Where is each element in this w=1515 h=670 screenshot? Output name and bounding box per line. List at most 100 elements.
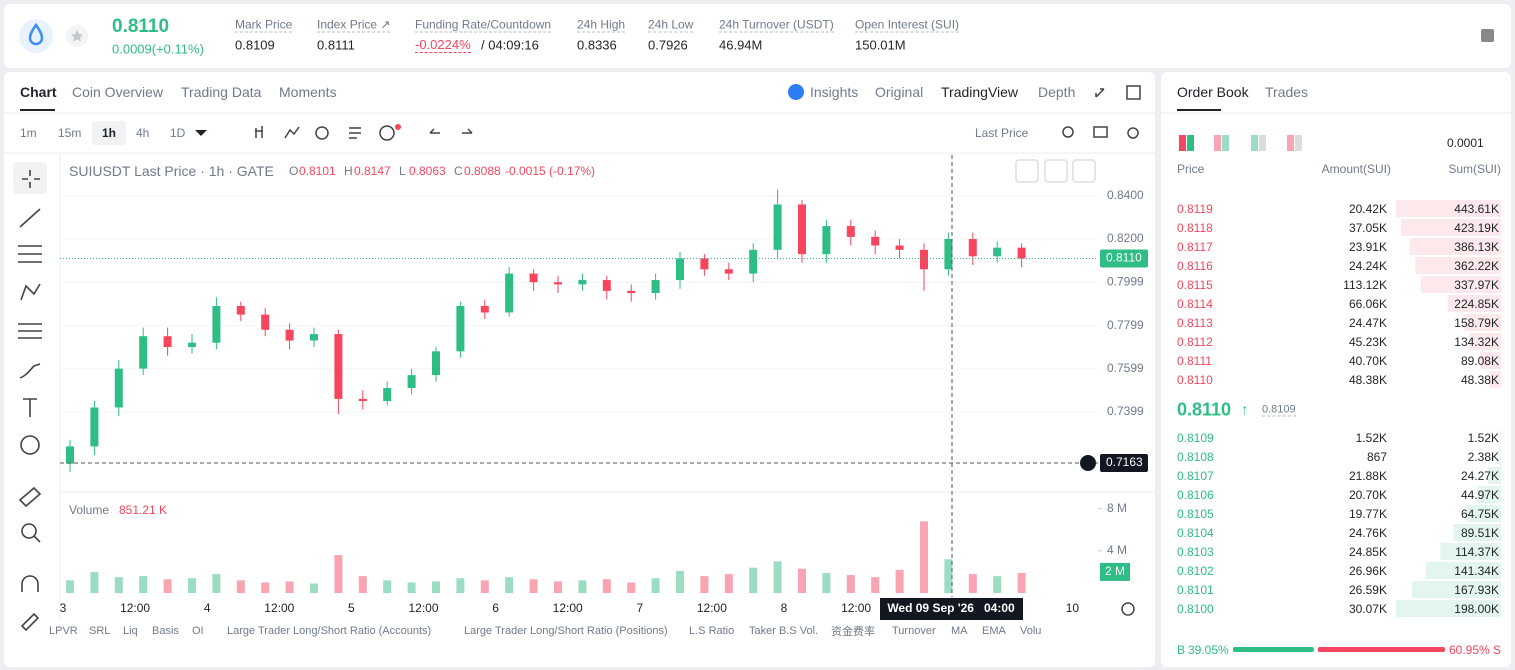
crosshair-time-tag (880, 598, 1023, 620)
ob-price[interactable]: 0.8115 (1177, 278, 1213, 292)
volume-tick-label: 4 M (1107, 543, 1127, 557)
candle-body (602, 280, 611, 291)
interval[interactable]: 1m (20, 126, 37, 140)
notes-icon[interactable] (1481, 29, 1494, 42)
indicator-tab[interactable]: MA (951, 625, 968, 637)
ob-tab[interactable]: Trades (1265, 84, 1309, 100)
indicator-tab[interactable]: Liq (123, 625, 138, 637)
indicator-tab[interactable]: Large Trader Long/Short Ratio (Positions… (464, 625, 668, 637)
indicator-tab[interactable]: SRL (89, 625, 111, 637)
depth-bar (1500, 429, 1501, 446)
stat-label[interactable]: Mark Price (235, 17, 293, 33)
candle-body (578, 280, 587, 285)
price-type[interactable]: Last Price (975, 126, 1029, 140)
ob-price[interactable]: 0.8103 (1177, 545, 1214, 559)
ob-price[interactable]: 0.8107 (1177, 469, 1214, 483)
tab[interactable]: Chart (20, 84, 57, 100)
volume-bar (676, 570, 684, 593)
view-tab[interactable]: Original (875, 84, 924, 100)
stat-label[interactable]: 24h Low (648, 17, 694, 33)
volume-bar (236, 580, 245, 593)
ob-price[interactable]: 0.8114 (1177, 297, 1213, 311)
depth-bar (1499, 448, 1501, 465)
stat-value: 0.8109 (235, 37, 275, 53)
indicator-tab[interactable]: 资金费率 (831, 626, 875, 638)
ob-price[interactable]: 0.8106 (1177, 488, 1214, 502)
ob-price[interactable]: 0.8100 (1177, 602, 1214, 616)
indicator-tab[interactable]: L.S Ratio (689, 625, 735, 637)
ob-price[interactable]: 0.8119 (1177, 202, 1213, 216)
ob-price[interactable]: 0.8117 (1177, 240, 1213, 254)
stat-label[interactable]: 24h High (577, 17, 626, 33)
tab[interactable]: Coin Overview (72, 84, 164, 100)
indicator-tab[interactable]: Turnover (892, 625, 936, 637)
stat-label[interactable]: Open Interest (SUI) (855, 17, 960, 33)
indicator-tab[interactable]: Basis (152, 625, 179, 637)
candle-body (554, 282, 562, 285)
ob-price[interactable]: 0.8102 (1177, 564, 1214, 578)
tab[interactable]: Trading Data (181, 84, 262, 100)
ob-sum: 167.93K (1454, 583, 1499, 597)
coin-logo[interactable] (28, 22, 44, 46)
volume-bar (871, 577, 880, 593)
coin-logo-bg (19, 19, 53, 53)
candle-body (627, 290, 636, 294)
ob-price[interactable]: 0.8104 (1177, 526, 1214, 540)
stat-label[interactable]: Funding Rate/Countdown (415, 17, 552, 33)
indicator-tab[interactable]: Volu (1020, 625, 1042, 637)
ohlc-value: 0.8101 (299, 164, 336, 178)
ob-sum: 114.37K (1455, 545, 1499, 559)
ob-price[interactable]: 0.8116 (1177, 259, 1213, 273)
indicator-tab[interactable]: LPVR (49, 625, 78, 637)
precision[interactable]: 0.0001 (1447, 136, 1484, 150)
ob-amount: 20.70K (1348, 488, 1387, 502)
interval[interactable]: 4h (136, 126, 150, 140)
stat-value: 0.8111 (317, 37, 355, 53)
ob-tab[interactable]: Order Book (1177, 84, 1249, 100)
drawing-tools[interactable] (18, 170, 42, 632)
ob-price[interactable]: 0.8105 (1177, 507, 1214, 521)
volume-tick-label: 8 M (1107, 501, 1127, 515)
interval[interactable]: 1D (170, 126, 186, 140)
stat-value: 150.01M (855, 37, 906, 53)
orderbook-layout-icons[interactable] (1179, 135, 1302, 151)
volume-bar (456, 578, 465, 593)
favorite-star[interactable] (71, 30, 83, 42)
x-tick-label: 12:00 (553, 601, 583, 615)
ob-price[interactable]: 0.8118 (1177, 221, 1213, 235)
depth-bar (1488, 467, 1501, 484)
view-tab[interactable]: Insights (810, 84, 859, 100)
ob-price[interactable]: 0.8108 (1177, 450, 1214, 464)
view-tab[interactable]: TradingView (941, 84, 1019, 100)
ob-price[interactable]: 0.8101 (1177, 583, 1214, 597)
candle-body (700, 258, 709, 270)
ohlc-value: 0.8088 (464, 164, 501, 178)
ob-mark-price: 0.8109 (1262, 403, 1296, 417)
tab[interactable]: Moments (279, 84, 337, 100)
ob-price[interactable]: 0.8113 (1177, 316, 1213, 330)
interval[interactable]: 1h (102, 126, 117, 140)
crosshair-time-text: Wed 09 Sep '26 04:00 (887, 601, 1015, 615)
indicator-tab[interactable]: OI (192, 625, 204, 637)
ob-price[interactable]: 0.8109 (1177, 431, 1214, 445)
volume-bar (822, 572, 831, 593)
ob-price[interactable]: 0.8110 (1177, 373, 1213, 387)
indicator-tab[interactable]: EMA (982, 625, 1006, 637)
dropdown-arrow[interactable] (195, 130, 207, 136)
ob-sum: 89.51K (1460, 526, 1499, 540)
buy-label: B (1177, 643, 1186, 657)
stat-label[interactable]: Index Price ↗ (317, 17, 391, 33)
volume-bar (310, 583, 318, 593)
interval[interactable]: 15m (58, 126, 82, 140)
ob-price[interactable]: 0.8112 (1177, 335, 1213, 349)
indicator-tab[interactable]: Taker B.S Vol. (749, 625, 819, 637)
stat-label[interactable]: 24h Turnover (USDT) (719, 17, 834, 33)
chart-tools[interactable] (255, 85, 1141, 616)
ob-price[interactable]: 0.8111 (1177, 354, 1212, 368)
indicator-tab[interactable]: Large Trader Long/Short Ratio (Accounts) (227, 625, 432, 637)
x-tick-label: 3 (60, 601, 67, 615)
ob-amount: 24.76K (1348, 526, 1387, 540)
view-tab[interactable]: Depth (1038, 84, 1076, 100)
header-card (4, 4, 1511, 68)
volume-bar (432, 581, 440, 593)
